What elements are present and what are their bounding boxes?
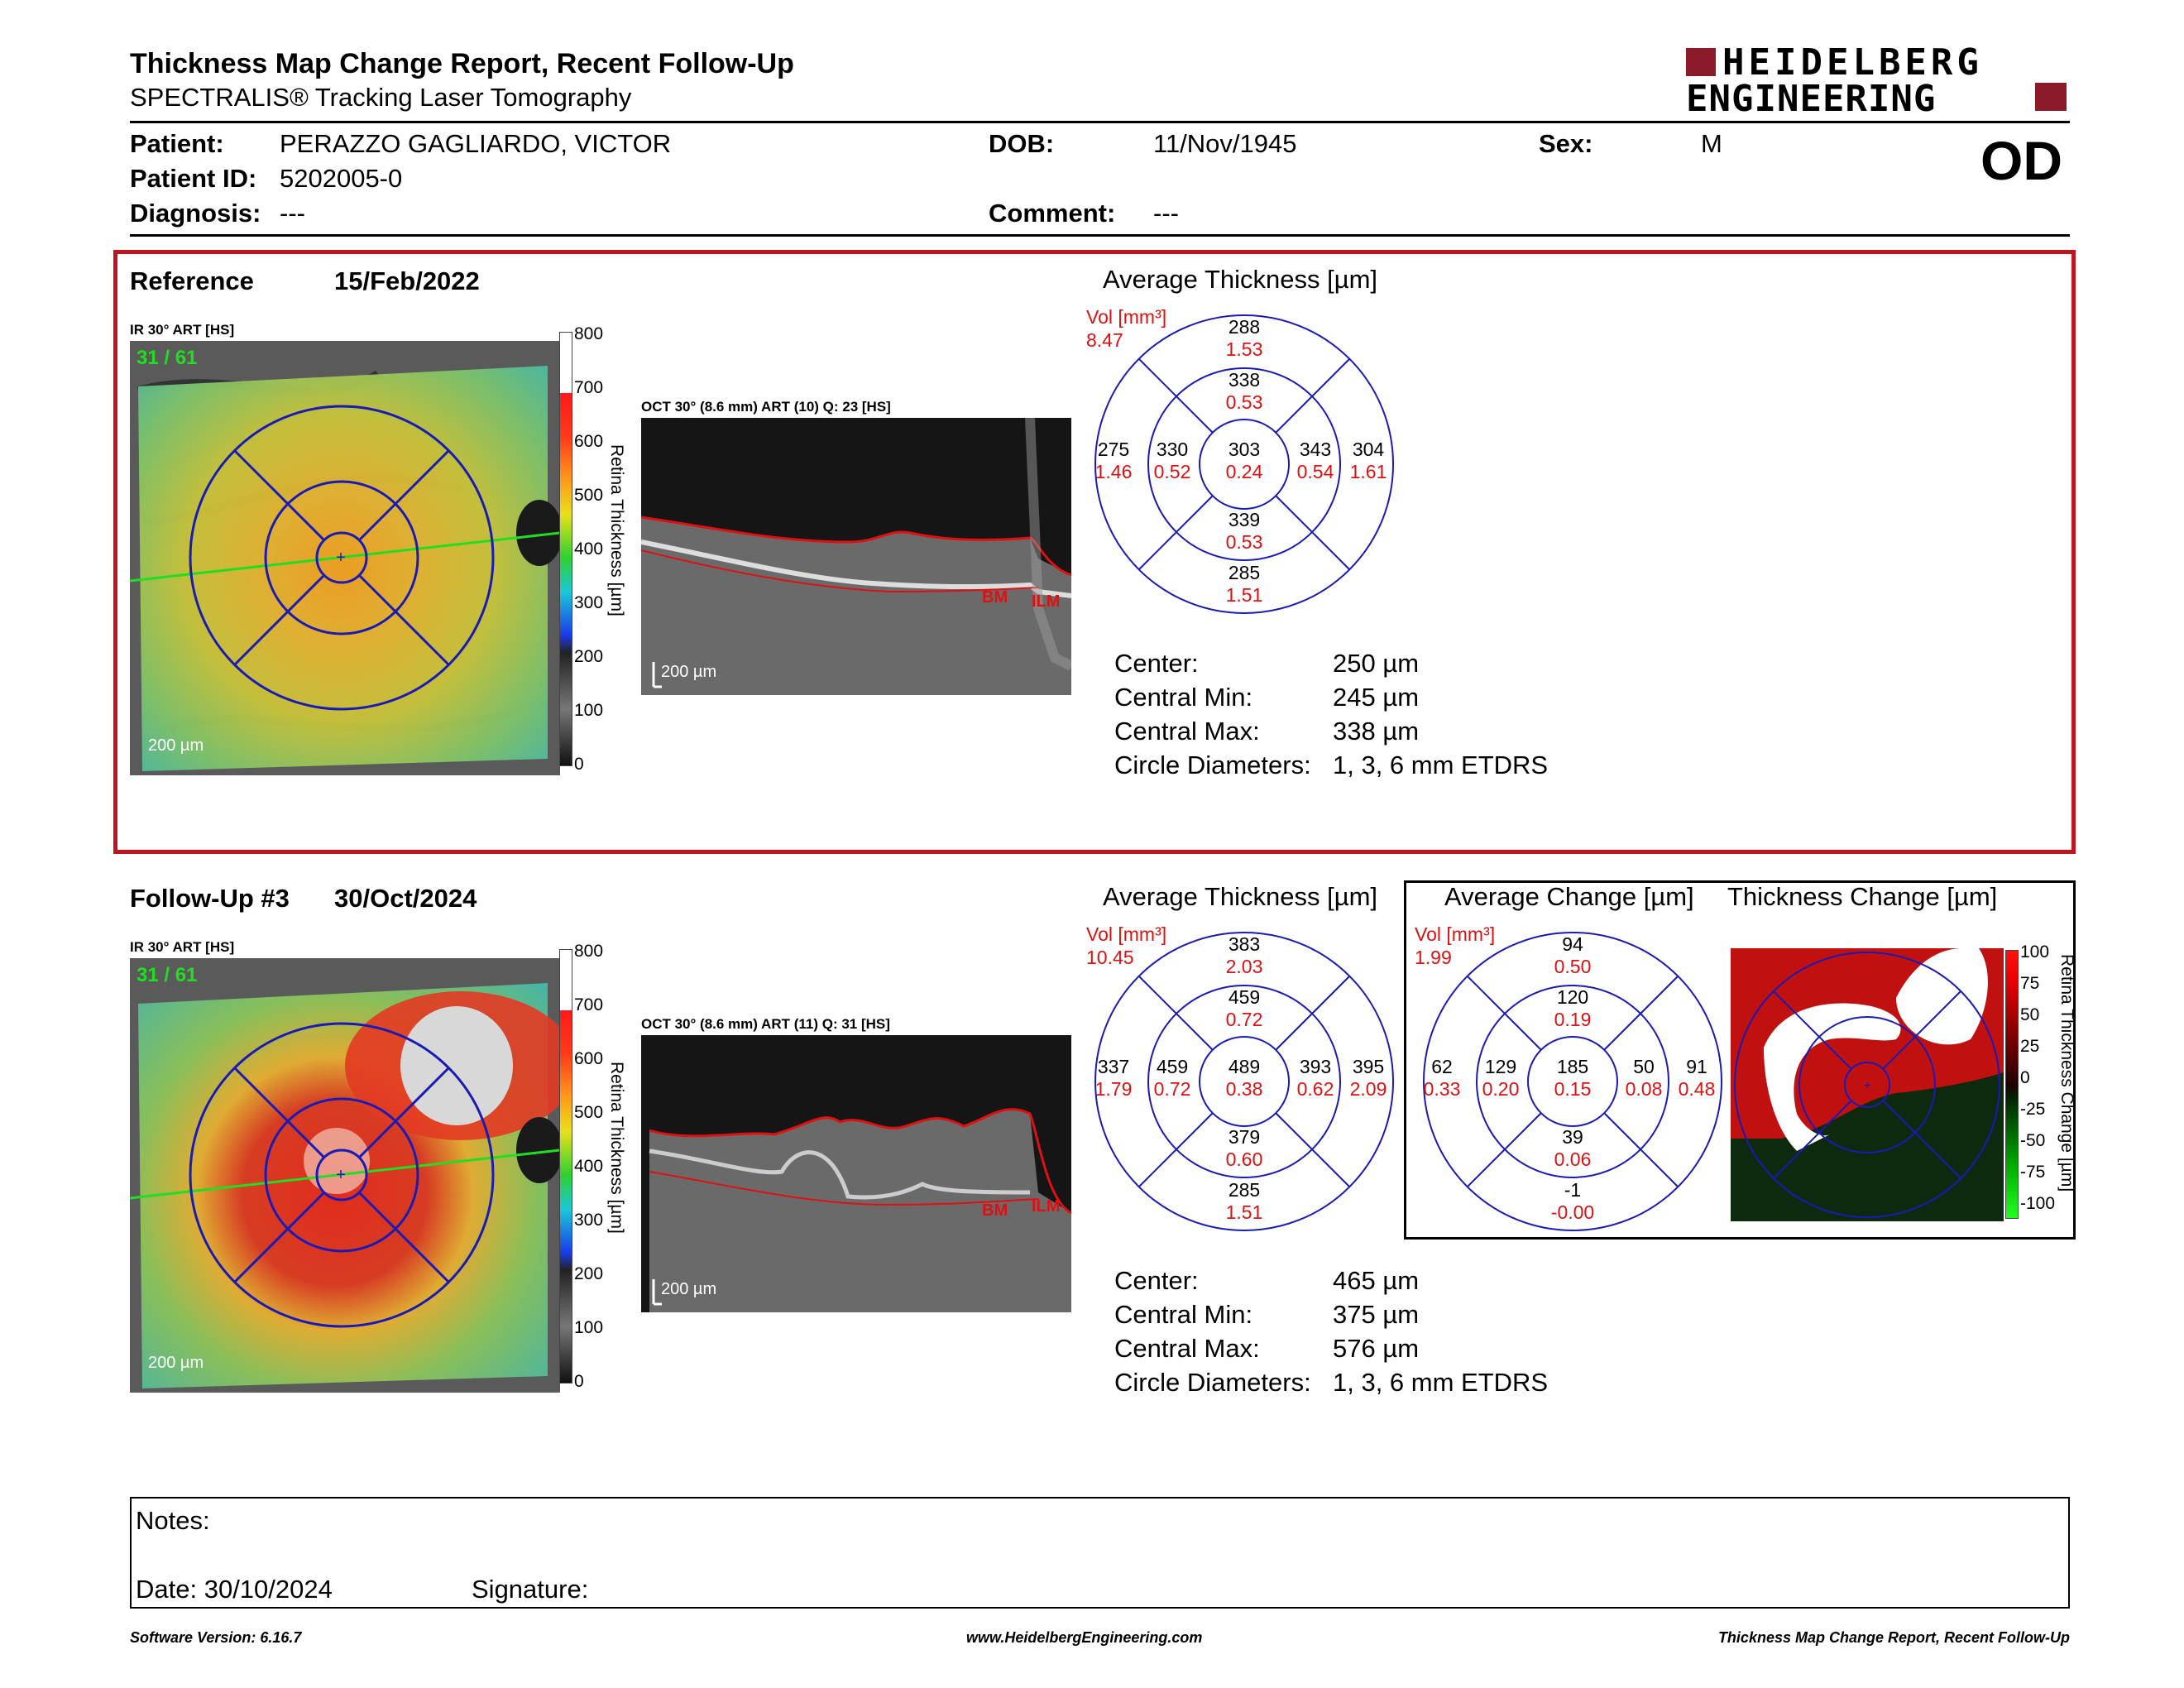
svg-text:200 µm: 200 µm (661, 663, 716, 681)
svg-text:+: + (336, 549, 346, 567)
reference-label: Reference (130, 266, 254, 295)
change-etdrs-grid: Vol [mm³] 1.99 94 0.50 120 0.19 62 0.33 129… (1415, 923, 1731, 1231)
ref-thickness-scale-label: Retina Thickness [µm] (607, 444, 626, 616)
svg-text:+: + (336, 1166, 346, 1184)
change-scale-ticks: 100 75 50 25 0 -25 -50 -75 -100 (2020, 942, 2056, 1213)
fu-fundus-thickness-map: + 31 / 61 200 µm (130, 958, 560, 1393)
thickness-change-title: Thickness Change [µm] (1727, 882, 1998, 911)
reference-date: 15/Feb/2022 (334, 266, 480, 295)
fu-oct-label: OCT 30° (8.6 mm) ART (11) Q: 31 [HS] (641, 1016, 890, 1032)
svg-text:200 µm: 200 µm (661, 1280, 716, 1298)
fu-etdrs-grid: Vol [mm³] 10.45 383 2.03 459 0.72 337 1.79 … (1086, 923, 1403, 1231)
patient-label: Patient: (130, 129, 224, 158)
svg-text:31 / 61: 31 / 61 (136, 347, 197, 369)
notes-date: Date: 30/10/2024 (136, 1575, 333, 1604)
ref-slo-label: IR 30° ART [HS] (130, 322, 235, 338)
sex-value: M (1701, 129, 1722, 158)
thickness-change-map: + (1731, 948, 2004, 1221)
ref-stats-values: 250 µm 245 µm 338 µm 1, 3, 6 mm ETDRS (1333, 649, 1549, 779)
ref-thickness-colorbar (559, 332, 572, 766)
patient-id-label: Patient ID: (130, 164, 257, 193)
patient-id: 5202005-0 (280, 164, 403, 193)
dob-value: 11/Nov/1945 (1153, 129, 1297, 158)
notes-box (130, 1497, 2070, 1609)
notes-label: Notes: (136, 1506, 210, 1535)
svg-text:31 / 61: 31 / 61 (136, 964, 197, 986)
change-colorbar (2005, 950, 2019, 1219)
avg-change-title: Average Change [µm] (1444, 882, 1694, 911)
comment-value: --- (1153, 199, 1179, 228)
software-version: Software Version: 6.16.7 (130, 1629, 302, 1646)
fu-avg-thickness-title: Average Thickness [µm] (1103, 882, 1378, 911)
signature-label: Signature: (472, 1575, 589, 1604)
svg-text:BM: BM (982, 588, 1008, 607)
sex-label: Sex: (1539, 129, 1593, 158)
heidelberg-logo: HEIDELBERG ENGINEERING (1686, 41, 2067, 120)
ref-stats-labels: Center: Central Min: Central Max: Circle Di… (1114, 649, 1311, 779)
fu-oct-bscan: BM ILM 200 µm (641, 1035, 1071, 1312)
fu-thickness-scale-ticks: 800 700 600 500 400 300 200 100 0 (574, 942, 604, 1391)
patient-name: PERAZZO GAGLIARDO, VICTOR (280, 129, 672, 158)
svg-text:200 µm: 200 µm (148, 1354, 204, 1372)
change-panel (1404, 880, 2076, 1240)
fu-stats-values: 465 µm 375 µm 576 µm 1, 3, 6 mm ETDRS (1333, 1266, 1549, 1397)
comment-label: Comment: (989, 199, 1116, 228)
ref-avg-thickness-title: Average Thickness [µm] (1103, 265, 1378, 294)
eye-label: OD (1980, 130, 2062, 191)
svg-text:200 µm: 200 µm (148, 736, 204, 755)
change-scale-label: Retina Thickness Change [µm] (2057, 954, 2076, 1192)
fu-thickness-scale-label: Retina Thickness [µm] (607, 1062, 626, 1234)
diagnosis-value: --- (280, 199, 305, 228)
footer-report-name: Thickness Map Change Report, Recent Foll… (1717, 1629, 2070, 1646)
svg-text:+: + (1863, 1079, 1870, 1093)
followup-label: Follow-Up #3 (130, 884, 290, 913)
diagnosis-label: Diagnosis: (130, 199, 261, 228)
svg-text:BM: BM (982, 1201, 1008, 1220)
reference-frame (113, 250, 2076, 854)
ref-fundus-thickness-map: + 31 / 61 200 µm (130, 341, 560, 775)
followup-date: 30/Oct/2024 (334, 884, 477, 913)
ref-etdrs-grid: Vol [mm³] 8.47 288 1.53 338 0.53 275 1.46 3… (1086, 306, 1403, 614)
ref-oct-bscan: BM ILM 200 µm (641, 418, 1071, 695)
ref-oct-label: OCT 30° (8.6 mm) ART (10) Q: 23 [HS] (641, 399, 891, 415)
ref-thickness-scale-ticks: 800 700 600 500 400 300 200 100 0 (574, 324, 604, 774)
svg-text:ILM: ILM (1032, 592, 1060, 611)
footer-url: www.HeidelbergEngineering.com (966, 1629, 1203, 1646)
fu-thickness-colorbar (559, 949, 572, 1383)
dob-label: DOB: (989, 129, 1055, 158)
fu-slo-label: IR 30° ART [HS] (130, 939, 235, 955)
svg-text:ILM: ILM (1032, 1197, 1060, 1216)
report-subtitle: SPECTRALIS® Tracking Laser Tomography (130, 83, 632, 112)
fu-stats-labels: Center: Central Min: Central Max: Circle Di… (1114, 1266, 1311, 1397)
report-title: Thickness Map Change Report, Recent Foll… (130, 48, 794, 79)
